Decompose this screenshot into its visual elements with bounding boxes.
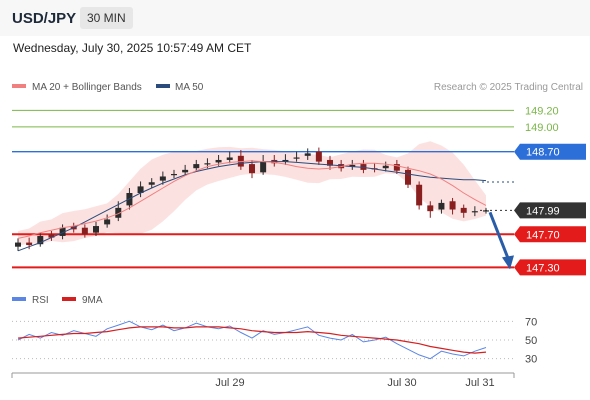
candle-body-21 [249,164,255,174]
candle-body-15 [182,169,189,173]
candle-body-26 [304,153,311,156]
price-level-tag-2 [514,143,586,160]
price-level-tag-3 [514,202,586,219]
price-level-label-1: 149.00 [525,122,559,134]
ma9-legend-swatch [62,297,76,301]
candle-body-13 [159,176,166,181]
candle-body-22 [260,161,267,173]
candle-body-38 [438,202,445,210]
price-level-label-3: 147.99 [526,205,560,217]
candle-body-24 [282,159,289,162]
candle-body-18 [215,159,222,163]
candle-body-37 [427,205,434,212]
price-level-label-5: 147.30 [526,262,560,274]
ma50-line [17,161,487,252]
candle-body-7 [93,226,99,233]
candle-body-2 [37,235,44,245]
candle-body-17 [204,163,211,165]
ma50-legend-swatch [156,84,170,88]
x-tick-label-0: Jul 29 [215,377,244,389]
candle-body-30 [349,164,356,167]
candle-body-9 [115,207,122,218]
candle-body-42 [483,210,489,212]
ma20-legend-label: MA 20 + Bollinger Bands [32,82,142,93]
candle-body-4 [59,227,66,236]
price-level-label-2: 148.70 [526,147,560,159]
candle-body-1 [26,242,33,246]
candle-body-19 [226,157,233,160]
ma20-legend-swatch [12,84,26,88]
candle-body-3 [48,234,55,238]
rsi-tick-label-0: 70 [525,316,537,328]
candle-body-33 [382,165,389,169]
bollinger-band [18,141,486,246]
candle-body-34 [393,164,400,171]
price-level-label-0: 149.20 [525,105,559,117]
candle-body-8 [104,219,111,225]
candle-body-28 [327,159,333,166]
rsi-legend-swatch [12,297,26,301]
price-level-tag-5 [514,259,586,276]
candle-body-14 [171,174,177,176]
candle-body-0 [15,242,21,247]
price-level-label-4: 147.70 [526,229,560,241]
candle-body-36 [416,184,423,206]
timestamp: Wednesday, July 30, 2025 10:57:49 AM CET [13,41,252,55]
x-tick-label-2: Jul 31 [465,377,494,389]
chart-header: USD/JPY 30 MIN [0,0,590,36]
candle-body-16 [193,164,200,169]
projection-arrow-shaft [488,211,512,264]
projection-arrow-head [502,255,514,270]
candle-body-27 [315,151,322,162]
rsi-line [17,320,487,360]
timeframe-badge[interactable]: 30 MIN [80,7,133,29]
candle-body-39 [449,201,456,210]
candle-body-6 [81,227,88,235]
candle-body-12 [148,182,155,185]
ma20-line [17,160,487,239]
ma50-legend-label: MA 50 [175,82,204,93]
candle-body-35 [405,169,411,185]
x-tick-label-1: Jul 30 [387,377,416,389]
pair-title: USD/JPY [12,10,77,27]
rsi-ma9-line [17,326,487,354]
rsi-tick-label-1: 50 [525,335,537,347]
rsi-tick-label-2: 30 [525,354,537,366]
candle-body-25 [293,157,300,159]
price-level-tag-4 [514,226,586,243]
ma9-legend-label: 9MA [82,295,103,306]
candle-body-41 [471,211,478,213]
credit-text: Research © 2025 Trading Central [434,82,583,93]
candle-body-11 [137,186,144,193]
candle-body-40 [460,207,467,213]
rsi-legend-label: RSI [32,295,49,306]
